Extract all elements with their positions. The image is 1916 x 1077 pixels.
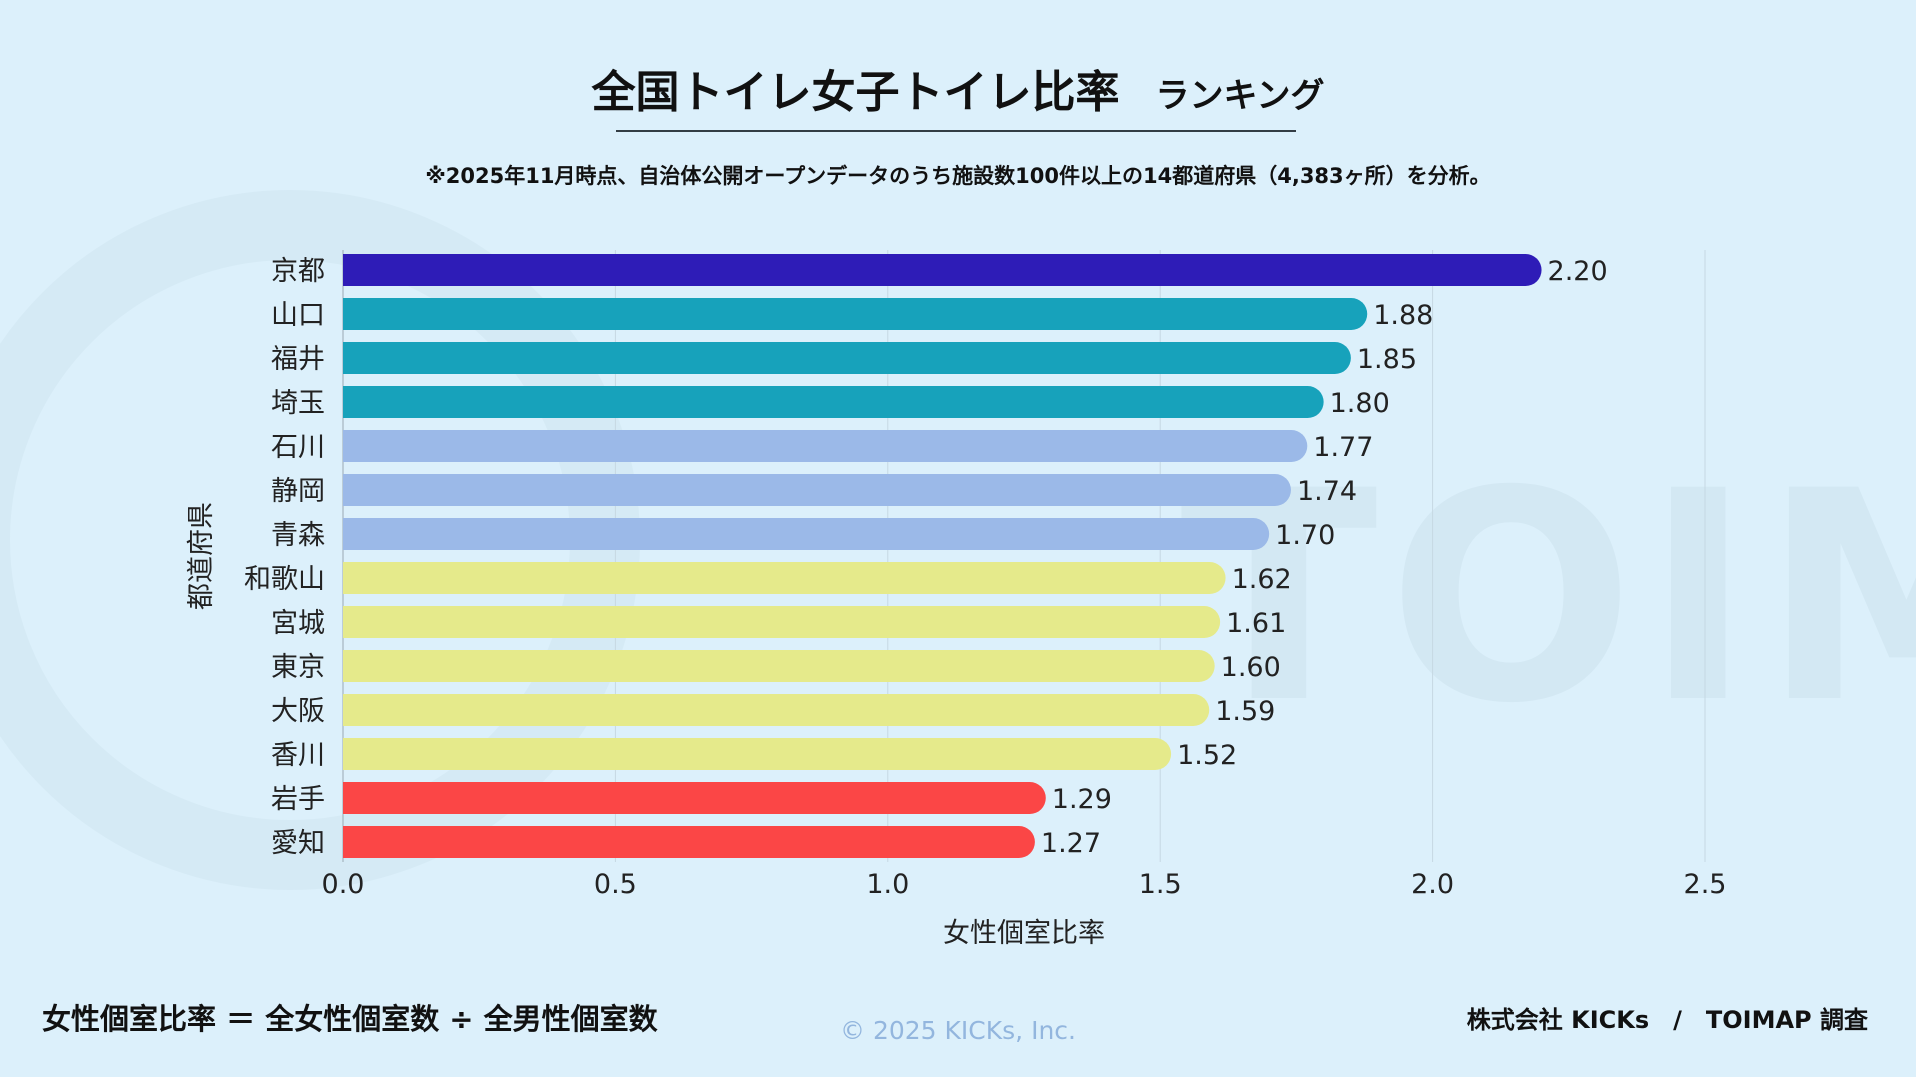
x-tick-label: 2.5 [1684,869,1727,900]
x-tick-label: 1.5 [1139,869,1182,900]
bar [343,650,1215,682]
bar [343,518,1270,550]
x-tick-label: 0.0 [322,869,365,900]
category-label: 和歌山 [244,564,325,595]
value-label: 1.52 [1177,740,1237,771]
formula: 女性個室比率 ＝ 全女性個室数 ÷ 全男性個室数 [42,1002,658,1036]
category-label: 静岡 [271,476,325,507]
value-label: 1.62 [1232,564,1292,595]
value-label: 1.29 [1052,784,1112,815]
x-tick-label: 1.0 [866,869,909,900]
category-label: 山口 [271,300,325,331]
value-label: 1.27 [1041,828,1101,859]
bar [343,298,1368,330]
title-suffix: ランキング [1155,76,1325,116]
category-label: 青森 [271,520,325,551]
category-label: 京都 [271,256,325,287]
x-axis-label: 女性個室比率 [943,918,1105,949]
bar [343,738,1172,770]
bar [343,386,1324,418]
category-label: 石川 [271,432,325,463]
data-note: ※2025年11月時点、自治体公開オープンデータのうち施設数100件以上の14都… [425,164,1491,188]
value-label: 1.74 [1297,476,1357,507]
bar [343,606,1221,638]
value-label: 1.88 [1373,300,1433,331]
title-main: 全国トイレ女子トイレ比率 [591,67,1120,118]
category-label: 東京 [271,652,325,683]
title-divider [616,130,1296,132]
value-label: 1.80 [1330,388,1390,419]
x-tick-label: 2.0 [1411,869,1454,900]
bar [343,474,1291,506]
value-label: 1.60 [1221,652,1281,683]
category-label: 大阪 [271,696,325,727]
value-label: 1.85 [1357,344,1417,375]
credit: 株式会社 KICKs / TOIMAP 調査 [1466,1006,1868,1034]
category-label: 福井 [271,344,325,375]
category-label: 香川 [271,740,325,771]
value-label: 1.59 [1215,696,1275,727]
value-label: 1.61 [1226,608,1286,639]
value-label: 1.70 [1275,520,1335,551]
category-label: 埼玉 [271,388,325,419]
y-axis-label: 都道府県 [186,502,217,610]
bar [343,694,1210,726]
bar [343,342,1351,374]
bar [343,782,1046,814]
page-title: 全国トイレ女子トイレ比率 ランキング [0,56,1916,120]
bar [343,826,1035,858]
category-label: 岩手 [271,784,325,815]
value-label: 2.20 [1548,256,1608,287]
copyright: © 2025 KICKs, Inc. [840,1016,1076,1045]
bar [343,430,1308,462]
x-tick-label: 0.5 [594,869,637,900]
watermark-logo: TOIMAP [1180,430,1916,767]
bar [343,254,1542,286]
value-label: 1.77 [1313,432,1373,463]
category-label: 愛知 [271,828,325,859]
category-label: 宮城 [271,608,325,639]
bar [343,562,1226,594]
